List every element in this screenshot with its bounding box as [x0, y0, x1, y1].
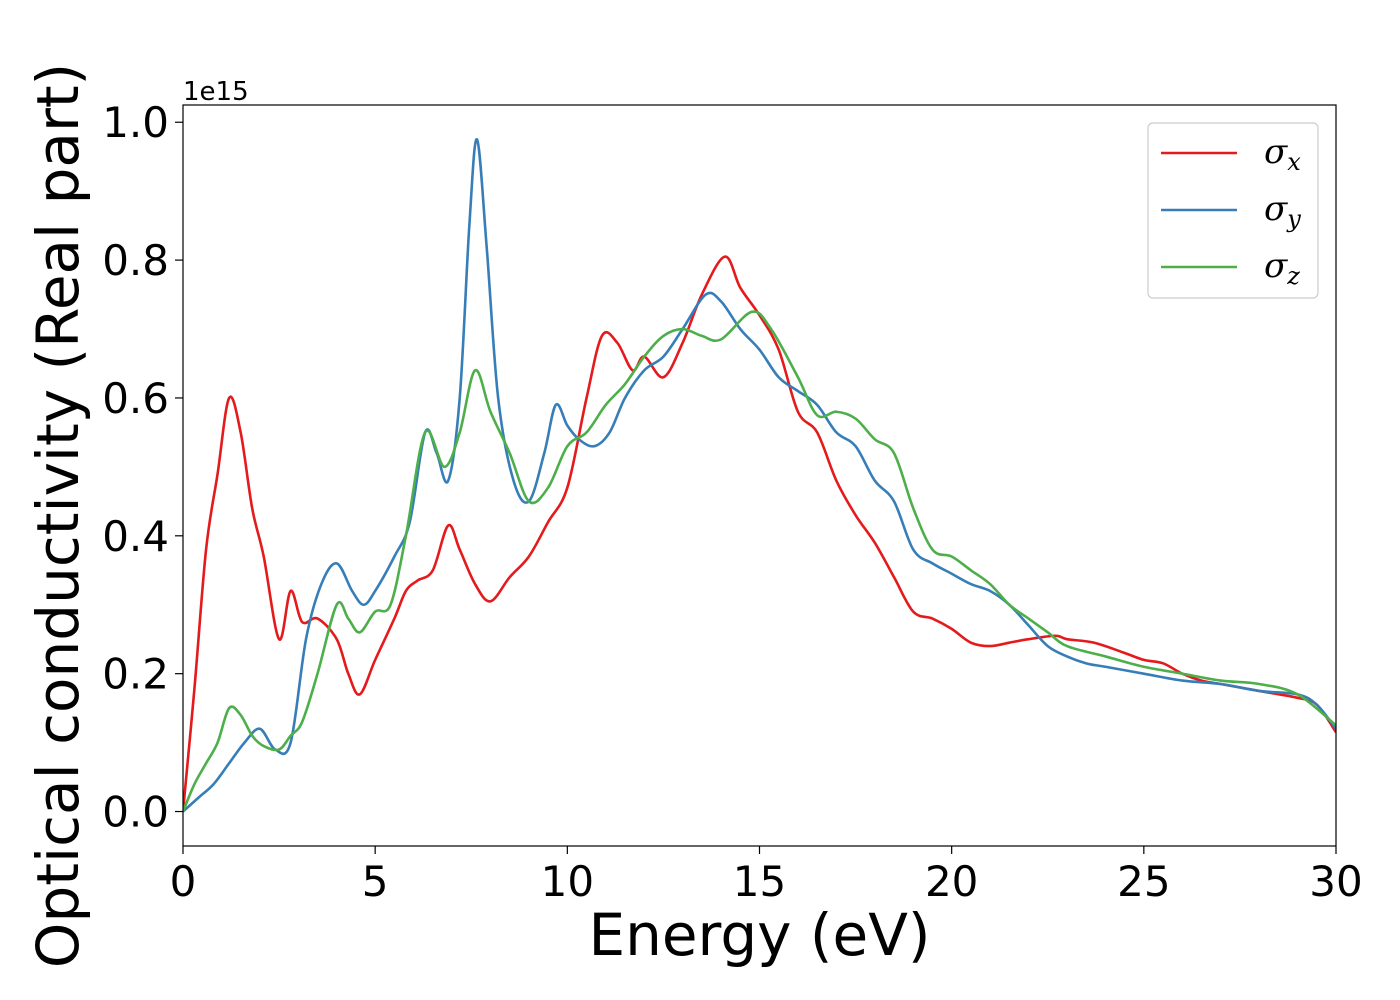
y-tick-label: 0.0: [102, 788, 169, 837]
series-line-x: [183, 255, 1336, 812]
legend: σx σy σz: [1147, 122, 1319, 299]
y-tick-label: 1.0: [102, 98, 169, 147]
y-axis-ticks: 0.0 0.2 0.4 0.6 0.8 1.0: [102, 98, 183, 837]
y-tick-label: 0.2: [102, 650, 169, 699]
series-layer: [183, 138, 1336, 813]
series-line-z: [183, 310, 1336, 813]
series-line-y: [183, 138, 1336, 813]
y-axis-label: Optical conductivity (Real part): [24, 63, 92, 968]
y-offset-label: 1e15: [183, 77, 249, 107]
x-tick-label: 0: [170, 857, 197, 906]
x-tick-label: 25: [1117, 857, 1170, 906]
legend-label-x: σx: [1264, 132, 1301, 176]
legend-label-y: σy: [1264, 189, 1301, 233]
x-tick-label: 5: [362, 857, 389, 906]
x-tick-label: 30: [1309, 857, 1362, 906]
y-tick-label: 0.6: [102, 374, 169, 423]
x-axis-ticks: 0 5 10 15 20 25 30: [170, 846, 1363, 906]
x-axis-label: Energy (eV): [588, 901, 930, 969]
y-tick-label: 0.4: [102, 512, 169, 561]
x-tick-label: 10: [541, 857, 594, 906]
y-tick-label: 0.8: [102, 236, 169, 285]
legend-label-z: σz: [1264, 246, 1300, 290]
x-tick-label: 15: [733, 857, 786, 906]
x-tick-label: 20: [925, 857, 978, 906]
